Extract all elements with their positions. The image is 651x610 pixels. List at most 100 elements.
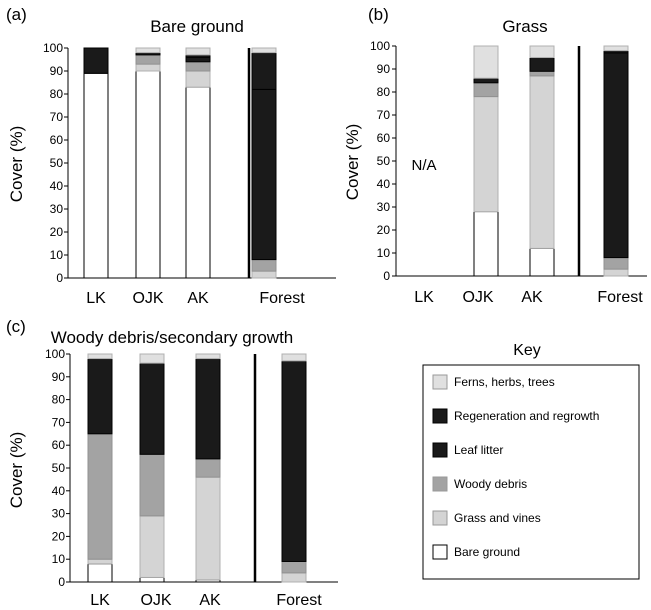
annotation-text: N/A — [411, 157, 436, 174]
y-tick-label: 60 — [50, 133, 64, 147]
legend-swatch — [432, 374, 448, 390]
bar-segment — [603, 52, 629, 259]
x-tick-label: OJK — [140, 592, 171, 609]
bar-segment — [529, 57, 555, 72]
y-tick-label: 50 — [50, 156, 64, 170]
y-tick-label: 70 — [377, 108, 391, 122]
y-tick-label: 70 — [50, 110, 64, 124]
y-tick-label: 70 — [52, 415, 66, 429]
bar-segment — [135, 70, 161, 279]
y-axis-label: Cover (%) — [343, 124, 362, 201]
bar-segment — [139, 576, 165, 583]
bar-segment — [473, 211, 499, 277]
bar-segment — [473, 96, 499, 213]
y-tick-label: 10 — [52, 552, 66, 566]
legend-swatch — [432, 544, 448, 560]
x-tick-label: Forest — [597, 289, 643, 306]
legend-swatch — [432, 476, 448, 492]
bar-segment — [251, 47, 277, 54]
y-tick-label: 80 — [377, 85, 391, 99]
y-tick-label: 40 — [52, 484, 66, 498]
bar-segment — [281, 560, 307, 574]
y-tick-label: 30 — [50, 202, 64, 216]
chart-panel-0: (a) Bare ground Cover (%) 0 10 20 30 40 50 60 70 80… — [6, 5, 336, 307]
y-tick-label: 40 — [50, 179, 64, 193]
y-tick-label: 50 — [377, 154, 391, 168]
chart-panel-2: (c) Woody debris/secondary growth Cover (%… — [6, 317, 338, 609]
legend-label: Ferns, herbs, trees — [454, 375, 555, 389]
x-tick-label: Forest — [276, 592, 322, 609]
y-tick-label: 20 — [377, 223, 391, 237]
y-tick-label: 0 — [56, 271, 63, 285]
y-axis-label: Cover (%) — [7, 126, 26, 203]
legend-title: Key — [513, 342, 541, 359]
bar-segment — [135, 63, 161, 72]
bar-segment — [87, 353, 113, 360]
y-tick-label: 60 — [52, 438, 66, 452]
bar-segment — [87, 433, 113, 560]
bar-segment — [473, 77, 499, 84]
bar-segment — [281, 353, 307, 362]
x-tick-label: LK — [90, 592, 110, 609]
bar-segment — [251, 88, 277, 261]
y-tick-label: 90 — [52, 370, 66, 384]
bar-segment — [185, 56, 211, 63]
x-tick-label: AK — [521, 289, 543, 306]
panel-label: (c) — [6, 317, 26, 336]
panel-title: Grass — [502, 17, 547, 36]
bar-segment — [251, 259, 277, 272]
y-tick-label: 100 — [43, 41, 63, 55]
bar-segment — [529, 70, 555, 77]
bar-segment — [195, 458, 221, 478]
bar-segment — [139, 453, 165, 517]
y-tick-label: 90 — [50, 64, 64, 78]
bar-segment — [87, 563, 113, 583]
x-tick-label: LK — [414, 289, 434, 306]
x-tick-label: OJK — [132, 290, 163, 307]
bar-segment — [529, 75, 555, 249]
bar-segment — [529, 45, 555, 58]
y-tick-label: 20 — [52, 529, 66, 543]
panel-title: Bare ground — [150, 17, 244, 36]
bar-segment — [473, 45, 499, 79]
bar-segment — [139, 515, 165, 578]
bar-segment — [139, 353, 165, 364]
y-tick-label: 100 — [370, 39, 390, 53]
bar-segment — [135, 47, 161, 54]
y-tick-label: 90 — [377, 62, 391, 76]
bar-segment — [251, 52, 277, 90]
bar-segment — [83, 72, 109, 279]
bar-segment — [603, 268, 629, 277]
y-tick-label: 80 — [52, 393, 66, 407]
legend-swatch — [432, 510, 448, 526]
bar-segment — [195, 358, 221, 460]
bar-segment — [135, 54, 161, 65]
legend-swatch — [432, 408, 448, 424]
y-tick-label: 30 — [377, 200, 391, 214]
y-tick-label: 40 — [377, 177, 391, 191]
bar-segment — [139, 362, 165, 455]
legend-label: Bare ground — [454, 545, 520, 559]
y-tick-label: 10 — [377, 246, 391, 260]
y-tick-label: 60 — [377, 131, 391, 145]
panel-title: Woody debris/secondary growth — [51, 328, 294, 347]
legend: Key Ferns, herbs, trees Regeneration and r… — [422, 342, 640, 580]
y-tick-label: 30 — [52, 507, 66, 521]
x-tick-label: LK — [86, 290, 106, 307]
bar-segment — [195, 353, 221, 360]
bar-segment — [83, 47, 109, 74]
bar-segment — [281, 360, 307, 562]
y-tick-label: 20 — [50, 225, 64, 239]
bar-segment — [281, 572, 307, 583]
x-tick-label: AK — [187, 290, 209, 307]
y-axis-label: Cover (%) — [7, 432, 26, 509]
legend-label: Leaf litter — [454, 443, 503, 457]
y-tick-label: 10 — [50, 248, 64, 262]
x-tick-label: Forest — [259, 290, 305, 307]
x-tick-label: AK — [199, 592, 221, 609]
panel-label: (b) — [368, 5, 389, 24]
panel-label: (a) — [6, 5, 27, 24]
chart-panel-1: (b) Grass Cover (%) 0 10 20 30 40 50 60 70 80 90 100 L… — [343, 5, 647, 306]
legend-label: Woody debris — [454, 477, 527, 491]
